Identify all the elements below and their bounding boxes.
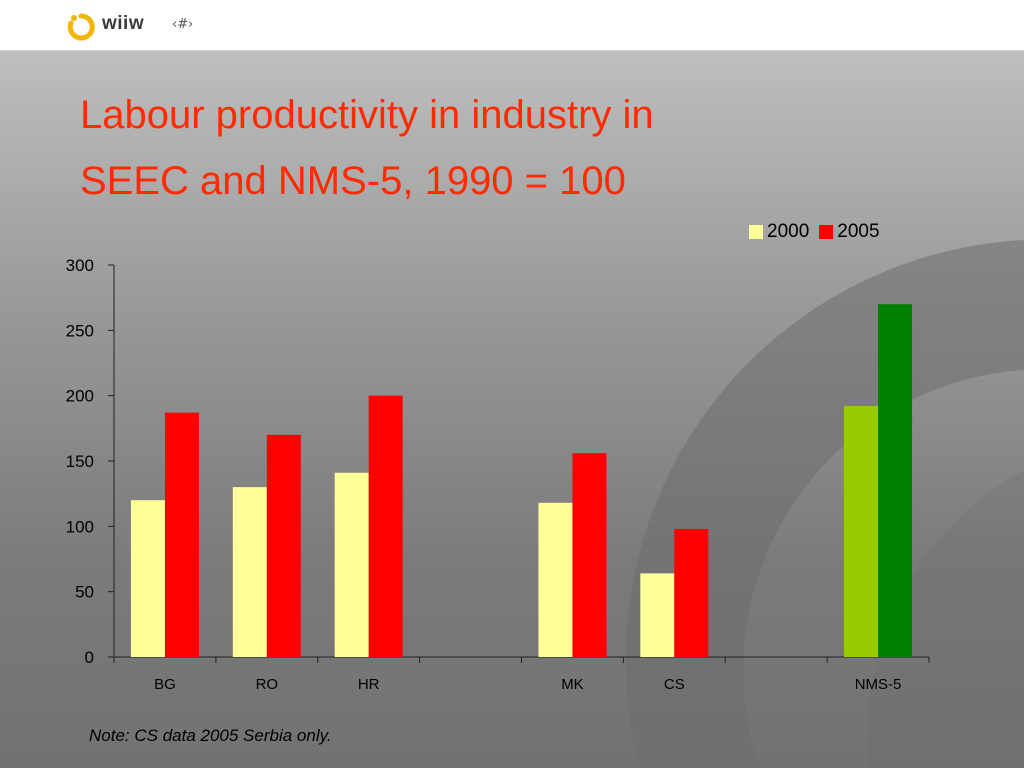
y-tick-label: 250 [66, 321, 94, 340]
chart-legend: 2000 2005 [749, 221, 890, 243]
bar-2005-ro [266, 434, 301, 657]
y-tick-label: 0 [85, 648, 94, 667]
x-tick-label: MK [561, 676, 584, 693]
y-tick-label: 100 [66, 517, 94, 536]
slide-number: ‹#› [172, 17, 194, 32]
legend-item-2005: 2005 [819, 221, 880, 243]
y-tick-label: 300 [66, 256, 94, 275]
y-tick-label: 150 [66, 452, 94, 471]
bar-2000-ro [232, 487, 267, 657]
wiiw-logo-icon [67, 13, 95, 41]
bar-2005-nms-5 [878, 304, 913, 657]
legend-swatch-2000 [749, 225, 763, 239]
chart-note: Note: CS data 2005 Serbia only. [89, 726, 332, 745]
legend-swatch-2005 [819, 225, 834, 239]
bar-2005-bg [164, 412, 199, 657]
bar-2000-cs [640, 573, 675, 657]
bar-2000-mk [538, 502, 573, 657]
bar-2000-bg [130, 500, 165, 657]
y-tick-label: 200 [66, 387, 94, 406]
slide-header: wiiw ‹#› [0, 0, 1024, 51]
y-tick-label: 50 [75, 583, 94, 602]
slide-title: Labour productivity in industry in SEEC … [80, 82, 840, 214]
x-tick-label: CS [664, 676, 685, 693]
title-line-2: SEEC and NMS-5, 1990 = 100 [80, 159, 626, 203]
bar-2000-nms-5 [844, 406, 879, 657]
x-tick-label: BG [154, 676, 176, 693]
legend-label-2000: 2000 [767, 221, 810, 242]
logo-text: wiiw [102, 13, 145, 34]
bar-2005-mk [572, 453, 607, 657]
x-tick-label: HR [358, 676, 380, 693]
bar-2005-cs [674, 528, 709, 657]
bar-2005-hr [368, 395, 403, 657]
bar-2000-hr [334, 472, 369, 657]
x-tick-label: NMS-5 [855, 676, 902, 693]
x-tick-label: RO [256, 676, 279, 693]
title-line-1: Labour productivity in industry in [80, 93, 654, 137]
legend-label-2005: 2005 [837, 221, 880, 242]
legend-item-2000: 2000 [749, 221, 809, 243]
